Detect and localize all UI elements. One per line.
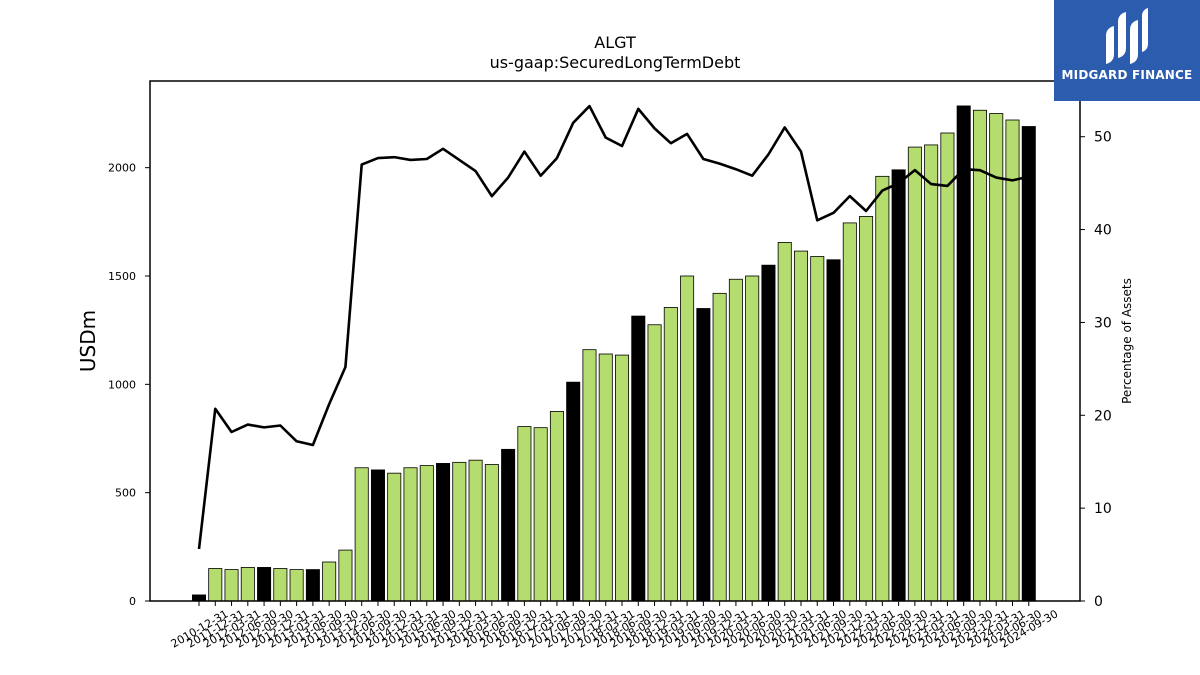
bar: [208, 568, 223, 602]
bar: [842, 222, 857, 602]
bar: [338, 549, 353, 602]
y-tick-label: 0: [129, 595, 136, 608]
bar: [452, 461, 467, 602]
y2-tick-label: 50: [1094, 130, 1112, 146]
chart-title: ALGT: [594, 33, 636, 52]
plot-frame: [149, 80, 1081, 602]
bar: [972, 109, 987, 602]
bar: [501, 448, 516, 602]
bar: [907, 146, 922, 602]
y2-axis-label: Percentage of Assets: [1120, 278, 1134, 404]
y2-tick-label: 10: [1094, 501, 1112, 517]
bar: [777, 242, 792, 602]
midgard-logo-icon: [1106, 8, 1148, 64]
y-tick-label: 2000: [108, 162, 136, 175]
bar: [728, 278, 743, 602]
bar: [403, 467, 418, 602]
bar: [663, 307, 678, 602]
bar: [696, 308, 711, 602]
bar: [647, 324, 662, 602]
bar: [273, 568, 288, 602]
bar: [370, 469, 385, 602]
bar: [793, 250, 808, 602]
bar: [989, 113, 1004, 602]
y-tick-label: 500: [115, 487, 136, 500]
bar: [582, 349, 597, 602]
bar: [566, 381, 581, 602]
bar: [826, 259, 841, 602]
y-tick-label: 1500: [108, 270, 136, 283]
bar: [419, 465, 434, 602]
bar: [240, 567, 255, 602]
line-layer: [197, 104, 1030, 550]
y-tick-label: 1000: [108, 378, 136, 391]
brand-logo: MIDGARD FINANCE: [1054, 0, 1200, 101]
bar: [631, 315, 646, 602]
bar: [1005, 119, 1020, 602]
bar: [810, 256, 825, 602]
y2-tick-label: 30: [1094, 315, 1112, 331]
bar: [891, 169, 906, 602]
bar: [924, 144, 939, 602]
bar: [289, 569, 304, 602]
bar: [533, 427, 548, 602]
percentage-line: [197, 104, 1030, 550]
y2-tick-label: 20: [1094, 408, 1112, 424]
bar: [745, 275, 760, 602]
bar: [875, 175, 890, 602]
bar: [956, 105, 971, 602]
bar: [680, 275, 695, 602]
bar: [940, 132, 955, 602]
bar: [517, 426, 532, 602]
bar: [468, 459, 483, 602]
bar: [712, 292, 727, 602]
y2-tick-label: 40: [1094, 223, 1112, 239]
bars-layer: [191, 105, 1036, 602]
bar: [615, 354, 630, 602]
bar: [354, 467, 369, 602]
bar: [549, 411, 564, 602]
bar: [436, 463, 451, 602]
bar: [1021, 126, 1036, 602]
bar: [761, 264, 776, 602]
bar: [257, 567, 272, 602]
bar: [484, 464, 499, 602]
y2-tick-label: 0: [1094, 594, 1103, 610]
bar: [859, 216, 874, 602]
y-axis-label: USDm: [76, 310, 100, 372]
bar: [387, 472, 402, 602]
bar: [191, 594, 206, 602]
chart-subtitle: us-gaap:SecuredLongTermDebt: [490, 53, 741, 72]
brand-name: MIDGARD FINANCE: [1061, 68, 1193, 82]
bar: [224, 569, 239, 602]
bar: [322, 561, 337, 602]
bar: [598, 353, 613, 602]
bar: [305, 569, 320, 602]
axes-layer: 0500100015002000010203040502010-12-31201…: [108, 80, 1112, 651]
